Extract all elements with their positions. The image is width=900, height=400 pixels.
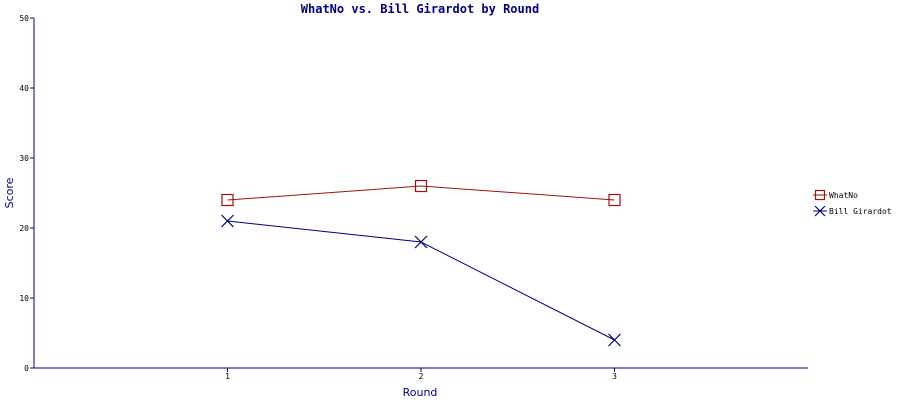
legend-item-bill-girardot: Bill Girardot [813,205,892,217]
data-point-bill-girardot [221,214,234,228]
series-bill-girardot [221,214,621,347]
x-tick-label: 2 [419,372,424,381]
y-tick-label: 40 [19,84,29,93]
axes [30,17,808,372]
legend-item-whatno: WhatNo [813,189,858,201]
data-point-whatno [414,179,428,193]
tick-labels: 0 10 20 30 40 50 1 2 3 [19,14,617,381]
y-tick-label: 10 [19,294,29,303]
chart-title: WhatNo vs. Bill Girardot by Round [301,2,539,16]
legend-label: WhatNo [829,191,858,200]
legend: WhatNo Bill Girardot [813,189,892,217]
series-line-whatno [227,185,615,201]
y-axis-label: Score [3,177,16,208]
series-whatno [221,179,621,207]
y-tick-label: 20 [19,224,29,233]
data-point-bill-girardot [414,235,428,249]
x-axis-label: Round [403,386,438,399]
y-tick-label: 50 [19,14,29,23]
x-tick-label: 1 [225,372,230,381]
legend-marker [814,189,826,201]
series-line-bill-girardot [227,220,615,341]
y-tick-label: 30 [19,154,29,163]
series-group [221,179,621,347]
data-point-bill-girardot [608,333,621,347]
x-tick-label: 3 [612,372,617,381]
legend-label: Bill Girardot [829,207,892,216]
data-point-whatno [221,193,234,207]
legend-marker [814,205,826,217]
data-point-whatno [608,193,621,207]
y-tick-label: 0 [24,364,29,373]
